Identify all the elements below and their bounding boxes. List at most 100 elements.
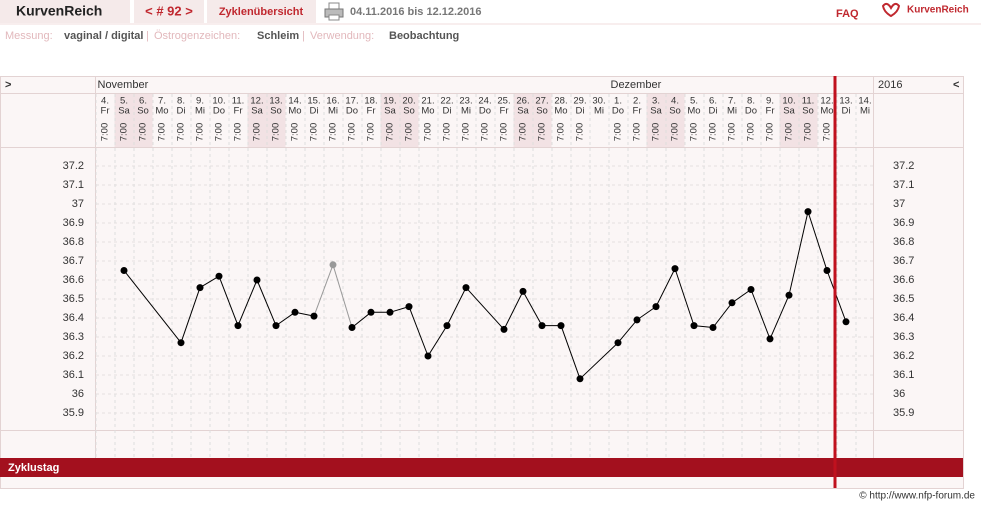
temperature-point [253,276,261,284]
day-label: 18. [364,96,377,107]
time-label: 7:00 [385,123,396,142]
y-tick-label-right: 37.2 [893,160,914,172]
weekend-shade [399,94,419,147]
nav-prev[interactable]: > [5,79,11,91]
weekend-shade [133,94,153,147]
faq[interactable]: FAQ [836,8,859,20]
y-tick-label: 36.1 [63,369,84,381]
day-label: 10. [212,96,225,107]
temperature-point [348,324,356,331]
time-label: 7:00 [366,123,377,142]
weekend-shade [114,94,134,147]
curve-segment [332,264,353,328]
day-label: 9. [196,96,204,107]
time-label: 7:00 [290,123,301,142]
temperature-point [576,375,584,383]
logo-text[interactable]: KurvenReich [907,5,969,16]
temperature-point [120,267,128,274]
time-label: 7:00 [271,123,282,142]
info-label: Messung: [5,30,53,42]
weekend-shade [513,94,533,147]
temperature-point [728,299,736,307]
y-tick-label: 37 [72,198,84,210]
weekday-label: Di [177,106,186,117]
curve-segment [446,287,467,326]
y-tick-label-right: 36 [893,388,905,400]
y-tick-label-right: 36.7 [893,255,914,267]
day-label: 17. [345,96,358,107]
curve-segment [750,289,771,340]
day-label: 7. [728,96,736,107]
y-tick-label-right: 36.2 [893,350,914,362]
weekday-label: Sa [384,106,396,117]
temperature-point [519,287,527,295]
y-tick-label: 36.3 [63,331,84,343]
day-label: 6. [139,96,147,107]
weekday-label: Fr [633,106,642,117]
day-label: 28. [554,96,567,107]
weekend-shade [380,94,400,147]
temperature-point [443,322,451,330]
curve-segment [123,270,182,344]
day-label: 11. [232,96,245,107]
day-label: 15. [307,96,320,107]
cycle-nav-box [134,0,204,23]
curve-segment [731,289,752,304]
day-label: 16. [326,96,339,107]
print-icon[interactable] [324,2,344,21]
temperature-point [234,322,242,330]
day-label: 4. [671,96,679,107]
weekday-label: So [403,106,415,117]
temperature-point [500,325,508,333]
y-tick-label-right: 35.9 [893,407,914,419]
time-label: 7:00 [689,123,700,142]
curve-segment [313,264,334,317]
cycle-nav[interactable]: < # 92 > [145,3,193,18]
time-label: 7:00 [423,123,434,142]
cycle-day-bar [0,458,963,477]
temperature-point [215,272,223,280]
time-label: 7:00 [765,123,776,142]
tab[interactable]: Zyklenübersicht [219,6,304,18]
weekday-label: So [536,106,548,117]
day-label: 10. [782,96,795,107]
day-label: 8. [177,96,185,107]
curve-segment [218,276,239,326]
weekday-label: Mi [594,106,604,117]
info-value: Schleim [257,30,299,42]
temperature-point [671,265,679,273]
time-label: 7:00 [803,123,814,142]
time-label: 7:00 [233,123,244,142]
temperature-point [614,339,622,347]
temperature-point [272,322,280,330]
weekday-label: Mo [687,106,700,117]
weekday-label: Sa [650,106,662,117]
info-value: Beobachtung [389,30,459,42]
curve-segment [180,287,201,343]
day-label: 13. [269,96,282,107]
weekday-label: Di [709,106,718,117]
curve-segment [503,291,524,330]
time-label: 7:00 [214,123,225,142]
weekday-label: Mi [328,106,338,117]
nav-next[interactable]: < [953,79,959,91]
weekday-label: Sa [251,106,263,117]
curve-segment [351,311,372,328]
curve-segment [199,275,220,289]
weekday-label: Do [213,106,225,117]
time-label: 7:00 [784,123,795,142]
day-label: 4. [101,96,109,107]
temperature-point [386,308,394,316]
y-tick-label: 37.1 [63,179,84,191]
columns: November4.Fr7:0015.Sa7:0026.So7:0037.Mo7… [95,79,872,475]
weekday-label: So [802,106,814,117]
y-tick-label-right: 36.4 [893,312,914,324]
y-tick-label: 37.2 [63,160,84,172]
curve-segment [807,211,828,271]
app-name: KurvenReich [16,3,102,19]
y-tick-label-right: 36.1 [893,369,914,381]
temperature-point [652,303,660,311]
y-tick-label: 36 [72,388,84,400]
curve-segment [636,306,657,321]
time-label: 7:00 [613,123,624,142]
